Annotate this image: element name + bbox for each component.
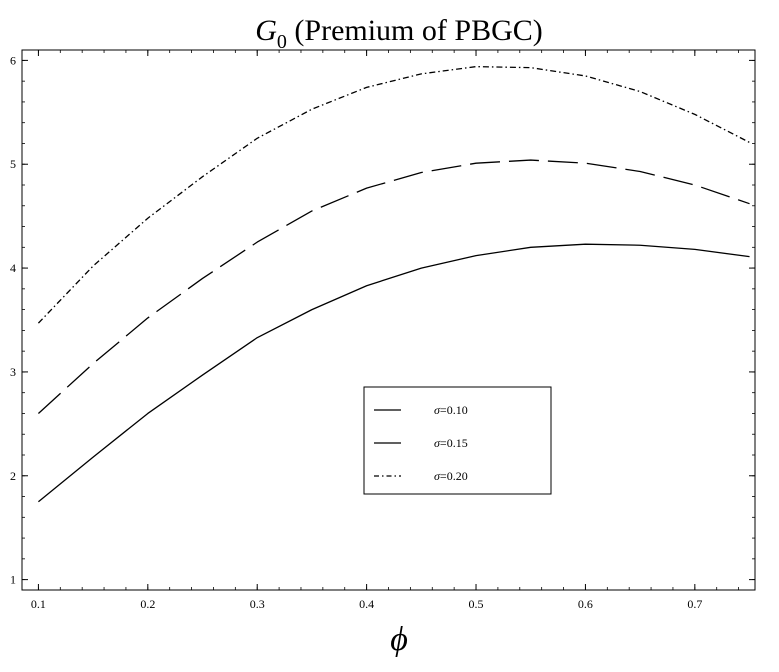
x-tick-label: 0.2 (140, 597, 155, 611)
axes: 0.1 0.2 0.3 0.4 0.5 0.6 0.7 1 2 3 4 5 6 (10, 49, 756, 611)
legend-symbol-2: σ (434, 469, 441, 483)
series-line-2 (37, 65, 750, 324)
series-line-0 (37, 243, 750, 503)
legend-label-1: σ=0.15 (434, 436, 468, 450)
x-tick-label: 0.4 (359, 597, 374, 611)
legend-label-0: σ=0.10 (434, 403, 468, 417)
legend: σ=0.10σ=0.15σ=0.20 (363, 386, 552, 495)
x-axis-label: ϕ (390, 621, 408, 658)
x-tick-label: 0.6 (578, 597, 593, 611)
series-lines (37, 65, 750, 503)
legend-label-2: σ=0.20 (434, 469, 468, 483)
y-tick-label: 6 (10, 53, 16, 67)
legend-value-1: =0.15 (440, 436, 468, 450)
y-tick-label: 5 (10, 157, 16, 171)
y-tick-label: 4 (10, 261, 16, 275)
legend-value-0: =0.10 (440, 403, 468, 417)
legend-value-2: =0.20 (440, 469, 468, 483)
title-rest: (Premium of PBGC) (287, 14, 543, 47)
legend-symbol-0: σ (434, 403, 441, 417)
chart-title: G0 (Premium of PBGC) (255, 14, 543, 53)
y-tick-label: 1 (10, 573, 16, 587)
x-tick-label: 0.3 (250, 597, 265, 611)
title-main: G (255, 14, 277, 47)
x-tick-label: 0.5 (469, 597, 484, 611)
title-subscript: 0 (277, 31, 287, 53)
x-tick-label: 0.1 (31, 597, 46, 611)
legend-symbol-1: σ (434, 436, 441, 450)
x-tick-label: 0.7 (687, 597, 702, 611)
y-tick-label: 2 (10, 469, 16, 483)
y-tick-label: 3 (10, 365, 16, 379)
series-line-1 (37, 159, 750, 414)
plot-frame (21, 49, 756, 591)
